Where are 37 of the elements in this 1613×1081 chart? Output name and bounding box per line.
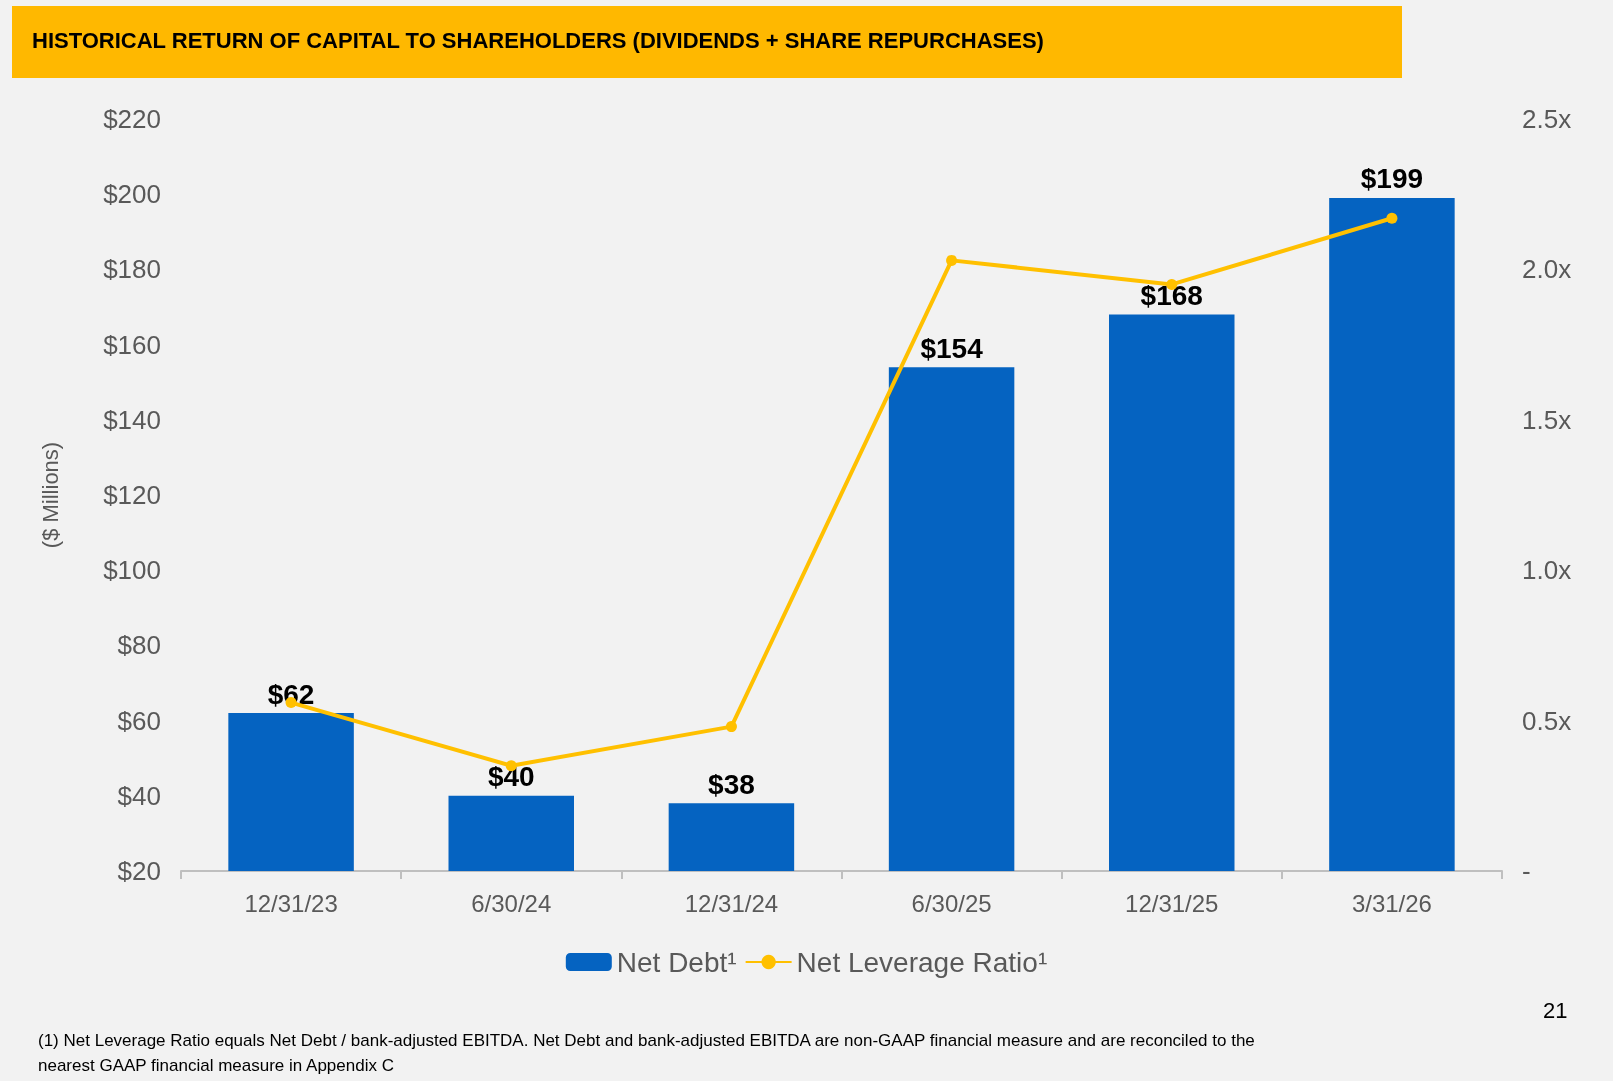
y-tick-label: $220 xyxy=(103,104,161,134)
x-tick-label: 12/31/24 xyxy=(684,889,779,917)
x-tick-label: 6/30/24 xyxy=(471,889,552,917)
y-tick-label: $60 xyxy=(117,705,161,736)
x-tick-label: 12/31/25 xyxy=(1125,889,1219,917)
y-axis-title: ($ Millions) xyxy=(37,441,63,549)
data-label: $168 xyxy=(1140,280,1203,312)
y-tick-label: $100 xyxy=(103,555,161,586)
y-tick-label: $140 xyxy=(103,404,161,435)
point xyxy=(1386,212,1398,224)
y-tick-label: $40 xyxy=(117,780,161,811)
y2-tick-label: 2.5x xyxy=(1522,104,1572,134)
y2-tick-label: 1.5x xyxy=(1522,404,1572,435)
data-label: $40 xyxy=(487,761,535,793)
data-label: $199 xyxy=(1360,163,1424,195)
data-label: $154 xyxy=(920,332,984,364)
y-tick-label: $160 xyxy=(103,329,161,360)
y-tick-label: $80 xyxy=(117,630,161,661)
legend-label: Net Leverage Ratio¹ xyxy=(796,946,1048,978)
legend-label: Net Debt¹ xyxy=(616,946,737,978)
data-label: $38 xyxy=(708,768,755,800)
y-tick-label: $180 xyxy=(103,254,161,285)
chart-title: HISTORICAL RETURN OF CAPITAL TO SHAREHOLDERS (DIVIDENDS + SHARE REPURCHASES) xyxy=(32,28,1044,53)
y-tick-label: $120 xyxy=(103,480,161,510)
y-tick-label: $200 xyxy=(103,179,161,210)
text: (1) Net Leverage Ratio equals Net Debt / bank-adjusted EBITDA. Net Debt and bank-adjusted EBITDA are non-GAAP financial measure and are reconciled to the nearest GAAP financial measure in Appendix C xyxy=(38,1030,1256,1077)
x-tick-label: 12/31/23 xyxy=(244,889,338,917)
point xyxy=(946,254,958,266)
y-tick-label: $20 xyxy=(117,856,161,886)
y2-tick-label: - xyxy=(1522,856,1531,886)
text: 21 xyxy=(1543,998,1568,1024)
y2-tick-label: 2.0x xyxy=(1522,254,1572,285)
point xyxy=(725,721,737,733)
y2-tick-label: 1.0x xyxy=(1522,555,1572,586)
x-tick-label: 3/31/26 xyxy=(1351,889,1432,917)
x-tick-label: 6/30/25 xyxy=(911,889,992,917)
y2-tick-label: 0.5x xyxy=(1522,705,1572,736)
